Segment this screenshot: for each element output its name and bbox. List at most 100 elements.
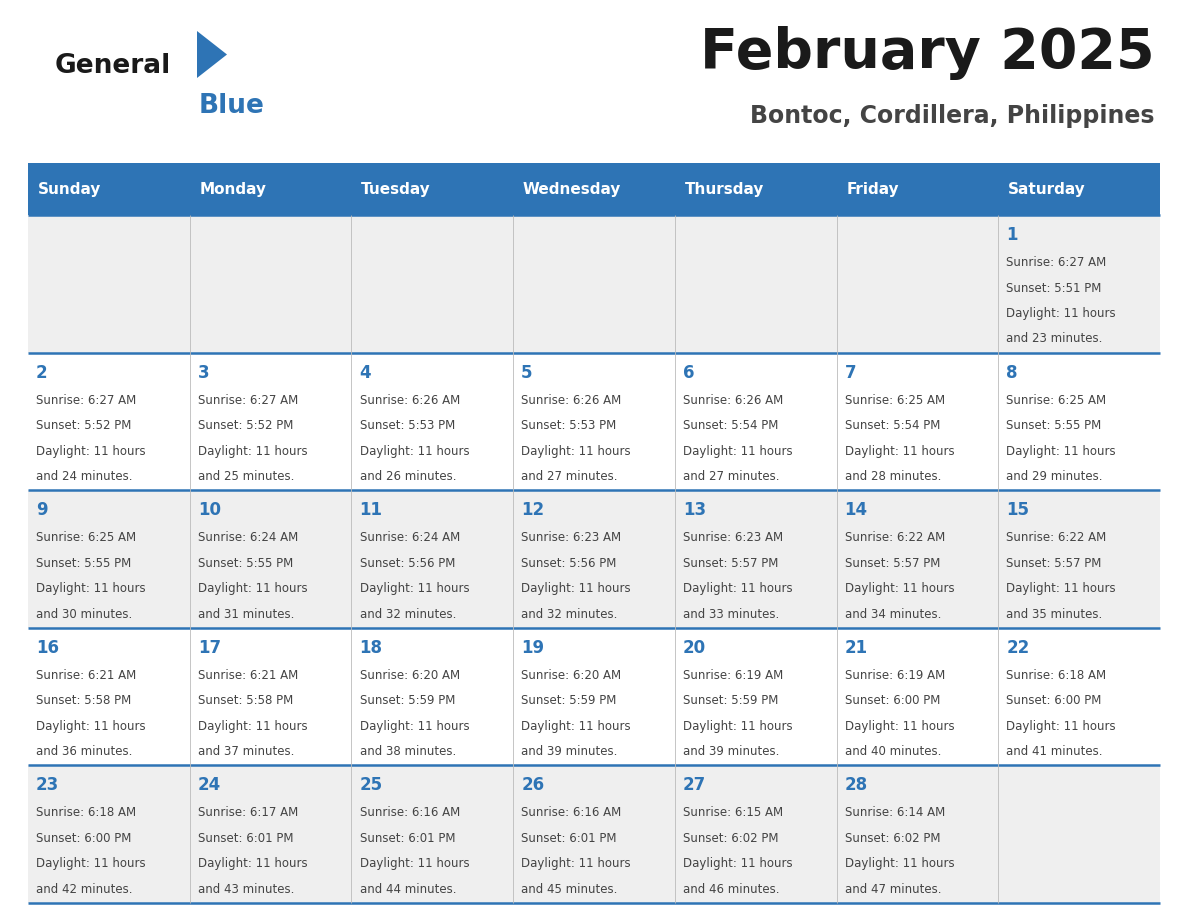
- Text: Thursday: Thursday: [684, 182, 764, 196]
- Text: Sunrise: 6:16 AM: Sunrise: 6:16 AM: [522, 806, 621, 820]
- Text: and 26 minutes.: and 26 minutes.: [360, 470, 456, 483]
- Text: Sunset: 5:55 PM: Sunset: 5:55 PM: [197, 556, 293, 570]
- Bar: [675, 215, 836, 353]
- Text: Daylight: 11 hours: Daylight: 11 hours: [36, 444, 146, 457]
- Bar: [513, 215, 675, 353]
- Text: 17: 17: [197, 639, 221, 656]
- Text: Sunrise: 6:21 AM: Sunrise: 6:21 AM: [197, 669, 298, 682]
- Text: Sunset: 5:58 PM: Sunset: 5:58 PM: [36, 694, 132, 707]
- Text: Daylight: 11 hours: Daylight: 11 hours: [522, 720, 631, 733]
- Text: Daylight: 11 hours: Daylight: 11 hours: [683, 582, 792, 595]
- Bar: [352, 163, 513, 215]
- Bar: [998, 215, 1159, 353]
- Bar: [190, 766, 352, 903]
- Text: Daylight: 11 hours: Daylight: 11 hours: [360, 857, 469, 870]
- Bar: [352, 215, 513, 353]
- Text: Sunset: 5:51 PM: Sunset: 5:51 PM: [1006, 282, 1101, 295]
- Text: 12: 12: [522, 501, 544, 520]
- Text: Sunrise: 6:21 AM: Sunrise: 6:21 AM: [36, 669, 137, 682]
- Bar: [513, 163, 675, 215]
- Bar: [513, 353, 675, 490]
- Bar: [675, 766, 836, 903]
- Text: 11: 11: [360, 501, 383, 520]
- Text: and 23 minutes.: and 23 minutes.: [1006, 332, 1102, 345]
- Bar: [513, 766, 675, 903]
- Bar: [29, 163, 190, 215]
- Text: Sunset: 5:53 PM: Sunset: 5:53 PM: [360, 420, 455, 432]
- Text: 24: 24: [197, 777, 221, 794]
- Text: Sunrise: 6:27 AM: Sunrise: 6:27 AM: [1006, 256, 1106, 269]
- Bar: [190, 215, 352, 353]
- Text: Sunset: 6:01 PM: Sunset: 6:01 PM: [197, 832, 293, 845]
- Text: 26: 26: [522, 777, 544, 794]
- Text: Sunset: 6:00 PM: Sunset: 6:00 PM: [845, 694, 940, 707]
- Text: Sunrise: 6:22 AM: Sunrise: 6:22 AM: [845, 532, 944, 544]
- Text: Daylight: 11 hours: Daylight: 11 hours: [197, 444, 308, 457]
- Text: Sunset: 5:59 PM: Sunset: 5:59 PM: [522, 694, 617, 707]
- Text: 28: 28: [845, 777, 867, 794]
- Text: Sunrise: 6:27 AM: Sunrise: 6:27 AM: [197, 394, 298, 407]
- Bar: [998, 490, 1159, 628]
- Bar: [836, 766, 998, 903]
- Text: and 27 minutes.: and 27 minutes.: [522, 470, 618, 483]
- Bar: [190, 353, 352, 490]
- Text: and 29 minutes.: and 29 minutes.: [1006, 470, 1102, 483]
- Text: Daylight: 11 hours: Daylight: 11 hours: [197, 582, 308, 595]
- Text: and 31 minutes.: and 31 minutes.: [197, 608, 295, 621]
- Text: Sunday: Sunday: [38, 182, 101, 196]
- Text: 27: 27: [683, 777, 706, 794]
- Text: and 32 minutes.: and 32 minutes.: [522, 608, 618, 621]
- Text: Sunrise: 6:26 AM: Sunrise: 6:26 AM: [522, 394, 621, 407]
- Text: Sunset: 5:56 PM: Sunset: 5:56 PM: [360, 556, 455, 570]
- Text: Sunset: 5:57 PM: Sunset: 5:57 PM: [845, 556, 940, 570]
- Bar: [352, 766, 513, 903]
- Text: 14: 14: [845, 501, 867, 520]
- Bar: [29, 353, 190, 490]
- Text: and 36 minutes.: and 36 minutes.: [36, 745, 132, 758]
- Text: Sunset: 5:55 PM: Sunset: 5:55 PM: [36, 556, 132, 570]
- Bar: [513, 490, 675, 628]
- Text: Sunset: 6:02 PM: Sunset: 6:02 PM: [845, 832, 940, 845]
- Text: Sunrise: 6:14 AM: Sunrise: 6:14 AM: [845, 806, 944, 820]
- Text: 2: 2: [36, 364, 48, 382]
- Text: 15: 15: [1006, 501, 1029, 520]
- Text: Sunrise: 6:18 AM: Sunrise: 6:18 AM: [1006, 669, 1106, 682]
- Text: Daylight: 11 hours: Daylight: 11 hours: [522, 857, 631, 870]
- Text: and 45 minutes.: and 45 minutes.: [522, 883, 618, 896]
- Text: Sunset: 5:59 PM: Sunset: 5:59 PM: [360, 694, 455, 707]
- Text: Sunset: 5:55 PM: Sunset: 5:55 PM: [1006, 420, 1101, 432]
- Text: Sunrise: 6:15 AM: Sunrise: 6:15 AM: [683, 806, 783, 820]
- Text: Daylight: 11 hours: Daylight: 11 hours: [1006, 582, 1116, 595]
- Bar: [29, 490, 190, 628]
- Text: Sunset: 5:56 PM: Sunset: 5:56 PM: [522, 556, 617, 570]
- Text: 20: 20: [683, 639, 706, 656]
- Bar: [675, 628, 836, 766]
- Text: and 41 minutes.: and 41 minutes.: [1006, 745, 1102, 758]
- Text: Daylight: 11 hours: Daylight: 11 hours: [683, 444, 792, 457]
- Text: and 42 minutes.: and 42 minutes.: [36, 883, 133, 896]
- Polygon shape: [197, 31, 227, 78]
- Text: Sunset: 5:58 PM: Sunset: 5:58 PM: [197, 694, 293, 707]
- Text: Sunrise: 6:23 AM: Sunrise: 6:23 AM: [522, 532, 621, 544]
- Text: Sunrise: 6:16 AM: Sunrise: 6:16 AM: [360, 806, 460, 820]
- Text: Saturday: Saturday: [1007, 182, 1086, 196]
- Text: 4: 4: [360, 364, 371, 382]
- Text: and 38 minutes.: and 38 minutes.: [360, 745, 456, 758]
- Bar: [675, 163, 836, 215]
- Bar: [836, 163, 998, 215]
- Text: Friday: Friday: [846, 182, 899, 196]
- Text: and 33 minutes.: and 33 minutes.: [683, 608, 779, 621]
- Bar: [190, 163, 352, 215]
- Text: Daylight: 11 hours: Daylight: 11 hours: [1006, 720, 1116, 733]
- Text: Sunset: 5:52 PM: Sunset: 5:52 PM: [197, 420, 293, 432]
- Text: Sunset: 6:01 PM: Sunset: 6:01 PM: [522, 832, 617, 845]
- Bar: [836, 628, 998, 766]
- Text: 16: 16: [36, 639, 59, 656]
- Text: Sunrise: 6:24 AM: Sunrise: 6:24 AM: [197, 532, 298, 544]
- Text: and 32 minutes.: and 32 minutes.: [360, 608, 456, 621]
- Text: and 28 minutes.: and 28 minutes.: [845, 470, 941, 483]
- Text: 5: 5: [522, 364, 532, 382]
- Text: Daylight: 11 hours: Daylight: 11 hours: [845, 582, 954, 595]
- Text: Sunset: 5:54 PM: Sunset: 5:54 PM: [845, 420, 940, 432]
- Text: 22: 22: [1006, 639, 1030, 656]
